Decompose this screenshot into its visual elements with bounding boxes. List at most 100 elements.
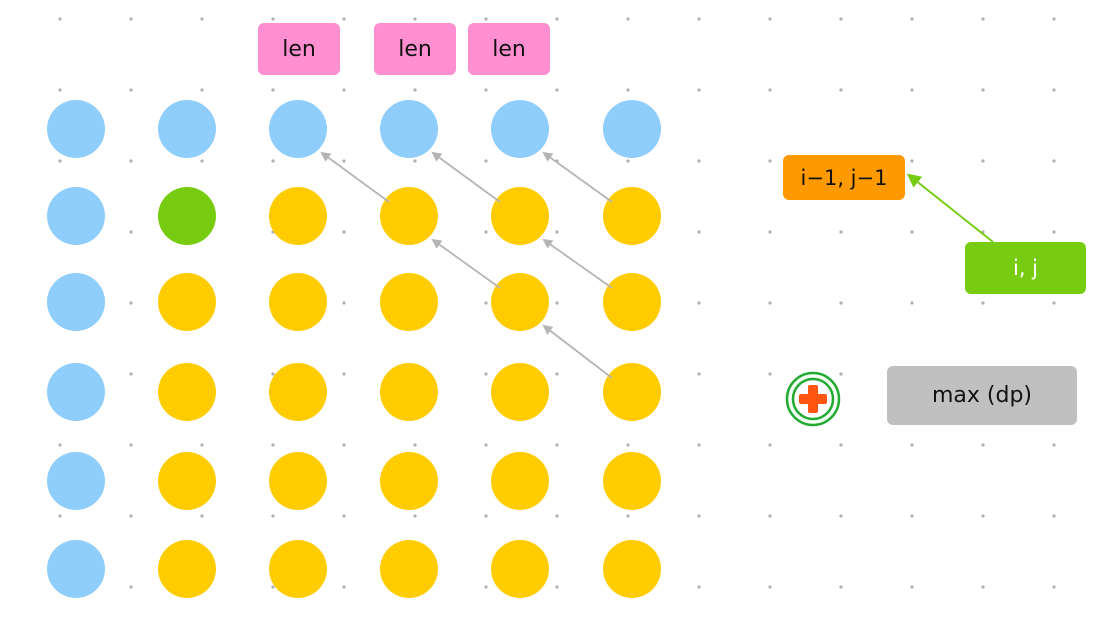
grid-dot xyxy=(129,88,133,92)
dp-cell-blue xyxy=(47,363,105,421)
grid-dot xyxy=(981,159,985,163)
grid-dot xyxy=(981,17,985,21)
grid-dot xyxy=(697,443,701,447)
grid-dot xyxy=(1052,301,1056,305)
grid-dot xyxy=(413,514,417,518)
grid-dot xyxy=(1052,514,1056,518)
grid-dot xyxy=(910,514,914,518)
grid-dot xyxy=(555,88,559,92)
dp-cell-yellow xyxy=(269,452,327,510)
len-label: len xyxy=(468,23,550,75)
grid-dot xyxy=(626,159,630,163)
dp-cell-yellow xyxy=(491,273,549,331)
grid-dot xyxy=(271,585,275,589)
grid-dot xyxy=(1052,585,1056,589)
plus-button[interactable] xyxy=(783,370,843,428)
grid-dot xyxy=(342,230,346,234)
grid-dot xyxy=(1052,230,1056,234)
dp-cell-blue xyxy=(47,452,105,510)
grid-dot xyxy=(129,514,133,518)
dp-cell-yellow xyxy=(269,273,327,331)
grid-dot xyxy=(484,443,488,447)
dp-cell-yellow xyxy=(603,187,661,245)
grid-dot xyxy=(413,443,417,447)
grid-dot xyxy=(910,88,914,92)
grid-dot xyxy=(839,372,843,376)
grid-dot xyxy=(839,585,843,589)
grid-dot xyxy=(981,514,985,518)
grid-dot xyxy=(342,585,346,589)
dependency-arrow xyxy=(542,238,613,289)
dp-cell-yellow xyxy=(158,273,216,331)
grid-dot xyxy=(484,88,488,92)
grid-dot xyxy=(555,372,559,376)
grid-dot xyxy=(697,372,701,376)
grid-dot xyxy=(626,443,630,447)
dp-cell-blue xyxy=(47,187,105,245)
grid-dot xyxy=(555,301,559,305)
grid-dot xyxy=(200,88,204,92)
prev-cell-label: i−1, j−1 xyxy=(783,155,905,200)
grid-dot xyxy=(555,443,559,447)
dp-cell-blue xyxy=(603,100,661,158)
grid-dot xyxy=(58,17,62,21)
dependency-arrow xyxy=(906,173,994,243)
grid-dot xyxy=(697,159,701,163)
grid-dot xyxy=(129,443,133,447)
grid-dot xyxy=(342,514,346,518)
dp-cell-yellow xyxy=(380,363,438,421)
grid-dot xyxy=(129,159,133,163)
dp-cell-yellow xyxy=(491,187,549,245)
grid-dot xyxy=(342,443,346,447)
grid-dot xyxy=(839,514,843,518)
dp-cell-yellow xyxy=(380,273,438,331)
grid-dot xyxy=(839,301,843,305)
grid-dot xyxy=(58,159,62,163)
dp-cell-yellow xyxy=(491,540,549,598)
grid-dot xyxy=(58,443,62,447)
grid-dot xyxy=(413,88,417,92)
grid-dot xyxy=(555,230,559,234)
grid-dot xyxy=(129,372,133,376)
dependency-arrow xyxy=(320,151,390,203)
len-label: len xyxy=(258,23,340,75)
grid-dot xyxy=(626,17,630,21)
dp-cell-blue xyxy=(269,100,327,158)
grid-dot xyxy=(768,585,772,589)
grid-dot xyxy=(129,301,133,305)
grid-dot xyxy=(981,88,985,92)
grid-dot xyxy=(413,159,417,163)
dp-cell-yellow xyxy=(380,452,438,510)
grid-dot xyxy=(910,301,914,305)
len-label: len xyxy=(374,23,456,75)
grid-dot xyxy=(697,301,701,305)
dp-cell-yellow xyxy=(269,540,327,598)
grid-dot xyxy=(768,159,772,163)
grid-dot xyxy=(484,301,488,305)
grid-dot xyxy=(910,585,914,589)
grid-dot xyxy=(768,88,772,92)
dp-cell-yellow xyxy=(603,452,661,510)
dependency-arrow xyxy=(431,151,501,203)
grid-dot xyxy=(697,88,701,92)
grid-dot xyxy=(271,17,275,21)
grid-dot xyxy=(555,514,559,518)
grid-dot xyxy=(413,17,417,21)
dp-cell-blue xyxy=(158,100,216,158)
grid-dot xyxy=(768,372,772,376)
grid-dot xyxy=(271,514,275,518)
grid-dot xyxy=(839,230,843,234)
grid-dot xyxy=(484,372,488,376)
grid-dot xyxy=(910,230,914,234)
plus-circle-icon xyxy=(785,371,841,427)
dp-cell-green xyxy=(158,187,216,245)
grid-dot xyxy=(1052,443,1056,447)
dp-cell-blue xyxy=(47,273,105,331)
dp-cell-yellow xyxy=(380,187,438,245)
grid-dot xyxy=(626,88,630,92)
grid-dot xyxy=(1052,17,1056,21)
grid-dot xyxy=(839,17,843,21)
grid-dot xyxy=(768,230,772,234)
grid-dot xyxy=(910,443,914,447)
grid-dot xyxy=(981,443,985,447)
